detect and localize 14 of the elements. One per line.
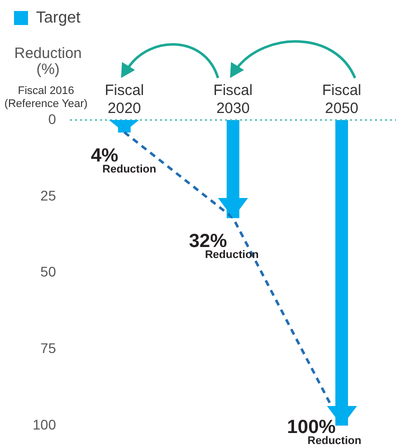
y-tick-label: 50 (40, 264, 56, 280)
x-tick-label: Fiscal 2030 (213, 82, 253, 118)
data-label: 4% Reduction (90, 145, 156, 176)
data-label: 32% Reduction (188, 231, 260, 261)
x-tick-label: Fiscal 2020 (104, 82, 144, 118)
y-tick-label: 75 (40, 340, 56, 356)
y-tick-label: 0 (48, 110, 56, 127)
y-tick-label: 25 (40, 187, 56, 204)
x-tick-label: Fiscal 2050 (322, 82, 362, 118)
legend-label: Target (36, 9, 82, 26)
y-axis-title: Reduction (%) (14, 45, 82, 78)
y-tick-label: 100 (32, 416, 56, 432)
ref-line-label: Fiscal 2016 (Reference Year) (4, 85, 88, 110)
data-label: 100% Reduction (287, 417, 362, 448)
